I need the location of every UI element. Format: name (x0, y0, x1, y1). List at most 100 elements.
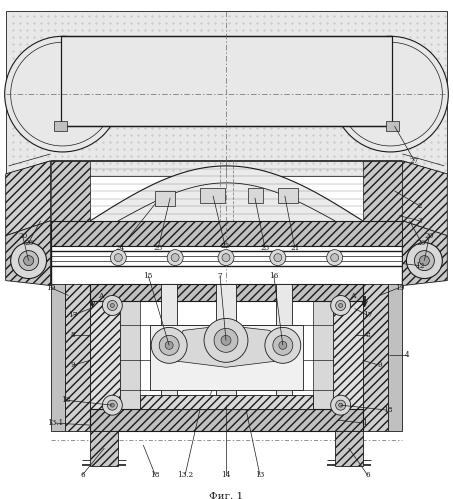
Circle shape (114, 253, 122, 261)
Bar (362, 283, 387, 431)
Circle shape (331, 395, 351, 415)
Text: 7: 7 (218, 271, 222, 279)
Bar (6, 11, 447, 176)
Circle shape (327, 250, 342, 265)
Polygon shape (6, 161, 51, 236)
Circle shape (336, 400, 346, 410)
Bar (313, 301, 333, 431)
Text: 14: 14 (222, 471, 231, 479)
Text: 13.1: 13.1 (48, 419, 64, 427)
Text: 8: 8 (70, 331, 75, 339)
Text: 25: 25 (154, 244, 163, 251)
Circle shape (279, 341, 287, 349)
Circle shape (204, 318, 248, 362)
Bar (155, 191, 175, 206)
Bar (248, 188, 263, 203)
Bar (91, 431, 118, 466)
Circle shape (111, 250, 126, 265)
Text: 6: 6 (365, 471, 370, 479)
Text: 2: 2 (417, 202, 422, 210)
Bar (150, 325, 303, 390)
Bar (120, 301, 140, 431)
Circle shape (339, 42, 442, 146)
Text: 17: 17 (363, 311, 372, 319)
Bar (66, 283, 91, 431)
Text: 17: 17 (68, 311, 77, 319)
Circle shape (5, 36, 120, 152)
Text: 19: 19 (46, 283, 55, 291)
Text: A: A (98, 291, 103, 299)
Circle shape (102, 395, 122, 415)
Text: 4: 4 (405, 351, 410, 359)
Text: 19: 19 (395, 283, 404, 291)
Polygon shape (402, 221, 447, 285)
Polygon shape (170, 325, 283, 367)
Circle shape (221, 335, 231, 345)
Text: 21: 21 (290, 244, 299, 251)
Circle shape (406, 243, 442, 278)
Bar (51, 221, 402, 246)
Polygon shape (6, 221, 51, 285)
Text: Фиг. 1: Фиг. 1 (209, 493, 243, 499)
Circle shape (11, 243, 47, 278)
Bar (51, 161, 91, 221)
Circle shape (222, 253, 230, 261)
Circle shape (414, 250, 434, 270)
Circle shape (339, 403, 342, 407)
Text: 9: 9 (377, 361, 382, 369)
Text: 26: 26 (417, 239, 426, 247)
Circle shape (159, 335, 179, 355)
Bar (387, 283, 402, 431)
Text: 16: 16 (269, 271, 279, 279)
Text: 20: 20 (425, 232, 434, 240)
Text: 18: 18 (150, 471, 160, 479)
Text: 8: 8 (365, 331, 370, 339)
Bar (91, 301, 120, 431)
Circle shape (167, 250, 183, 265)
Text: 3: 3 (417, 217, 422, 225)
Text: 22: 22 (220, 242, 230, 250)
Circle shape (274, 253, 282, 261)
Text: 26: 26 (24, 239, 33, 247)
Circle shape (11, 42, 114, 146)
Bar (53, 121, 67, 131)
Text: 1: 1 (362, 419, 367, 427)
Circle shape (419, 255, 429, 265)
Bar (140, 395, 313, 409)
Bar (386, 121, 400, 131)
Circle shape (339, 303, 342, 307)
Text: 6: 6 (80, 471, 85, 479)
Text: 13: 13 (255, 471, 265, 479)
Text: 20: 20 (18, 232, 27, 240)
Circle shape (19, 250, 39, 270)
Text: 15: 15 (144, 271, 153, 279)
Text: A: A (350, 291, 355, 299)
Bar (161, 283, 177, 395)
Circle shape (165, 341, 173, 349)
Bar (61, 36, 392, 126)
Bar (91, 409, 362, 431)
Circle shape (107, 400, 117, 410)
Bar (276, 283, 292, 395)
Circle shape (265, 327, 301, 363)
Circle shape (24, 255, 34, 265)
Polygon shape (91, 166, 362, 221)
Circle shape (331, 253, 339, 261)
Bar (200, 188, 225, 203)
Bar (51, 283, 66, 431)
Bar (335, 431, 362, 466)
Polygon shape (402, 161, 447, 236)
Circle shape (107, 300, 117, 310)
Bar (91, 283, 362, 301)
Bar (362, 161, 402, 221)
Text: 9: 9 (70, 361, 75, 369)
Text: 23: 23 (260, 244, 270, 251)
Bar (333, 301, 362, 431)
Text: 27: 27 (410, 157, 419, 165)
Text: 18: 18 (383, 406, 392, 414)
Circle shape (333, 36, 448, 152)
Circle shape (214, 328, 238, 352)
Text: 13.2: 13.2 (177, 471, 193, 479)
Text: 24: 24 (116, 244, 125, 251)
Circle shape (171, 253, 179, 261)
